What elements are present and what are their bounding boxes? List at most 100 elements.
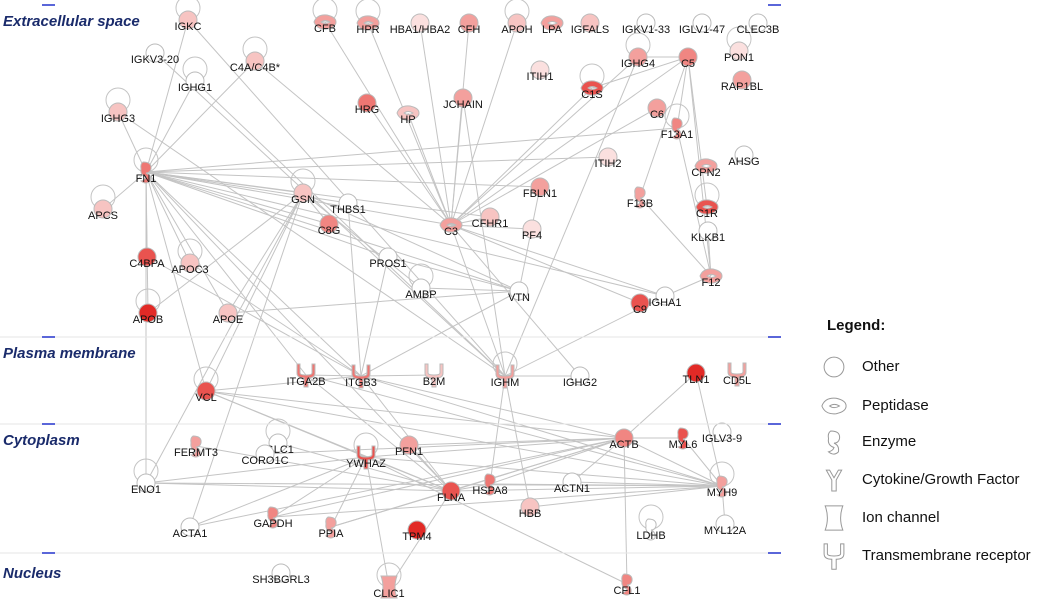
legend-item: Ion channel	[824, 505, 940, 531]
edge	[305, 374, 452, 492]
node-shape	[407, 520, 427, 540]
node-shape	[686, 363, 706, 383]
node-shape	[821, 397, 847, 415]
node: HRG	[355, 93, 379, 116]
node-label: HSPA8	[472, 485, 507, 497]
node-shape	[138, 303, 158, 323]
node-shape	[356, 15, 380, 31]
node-label: MYH9	[707, 487, 738, 499]
node: ENO1	[131, 473, 161, 496]
node-label: CLEC3B	[737, 24, 780, 36]
edge	[489, 483, 723, 487]
node-shape	[357, 93, 377, 113]
node-shape	[715, 514, 735, 534]
node-shape	[692, 13, 712, 33]
node-shape	[695, 199, 719, 215]
node: C8G	[318, 214, 340, 237]
edge	[387, 256, 520, 292]
edge	[676, 56, 689, 129]
node: KLKB1	[691, 221, 725, 244]
node: C9	[630, 293, 650, 316]
node: IGFALS	[571, 13, 610, 36]
edge	[227, 192, 304, 314]
node: C3	[439, 217, 463, 238]
node-shape	[245, 51, 265, 71]
node: APOE	[213, 303, 243, 326]
edge	[272, 485, 723, 518]
node-label: VTN	[508, 292, 530, 304]
node-label: VCL	[195, 392, 216, 404]
node-label: ACTA1	[173, 528, 208, 540]
edge	[324, 21, 452, 226]
node-shape	[732, 70, 752, 90]
edge	[687, 56, 708, 208]
edge	[117, 111, 506, 377]
node: MYH9	[707, 475, 738, 499]
edge	[145, 192, 304, 484]
edge	[450, 87, 593, 226]
node-label: GAPDH	[253, 518, 292, 530]
edge	[145, 171, 541, 188]
node: HBB	[519, 497, 541, 520]
node-shape	[453, 88, 473, 108]
node: PPIA	[318, 516, 344, 540]
node-label: F12	[702, 277, 721, 289]
node-label: ACTB	[609, 439, 638, 451]
node: IGHG1	[178, 71, 212, 94]
node: IGKC	[175, 10, 201, 33]
node-shape	[296, 363, 316, 388]
node-shape	[520, 497, 540, 517]
node-label: CFL1	[614, 585, 641, 597]
edge	[145, 171, 207, 392]
edge	[145, 80, 196, 173]
node-label: HRG	[355, 104, 379, 116]
node-shape	[266, 506, 279, 529]
node: TLN1	[683, 363, 710, 386]
legend-title: Legend:	[827, 317, 885, 334]
node-shape	[439, 217, 463, 233]
node: FLNA	[437, 481, 466, 504]
node-shape	[180, 253, 200, 273]
node-label: APOH	[501, 24, 532, 36]
node-shape	[180, 517, 200, 537]
edge	[189, 437, 625, 528]
edge	[366, 102, 452, 226]
node-shape	[620, 573, 633, 596]
node: TPM4	[402, 520, 432, 543]
edge	[623, 372, 697, 439]
node: IGHM	[491, 364, 519, 389]
node-shape	[410, 13, 430, 33]
self-loop	[694, 182, 720, 208]
edge	[145, 171, 362, 377]
node: PON1	[724, 41, 754, 64]
edge	[365, 456, 390, 588]
node: C1R	[695, 199, 719, 220]
node-label: LDHB	[636, 530, 665, 542]
node-label: AHSG	[728, 156, 759, 168]
node-label: ITIH1	[527, 71, 554, 83]
node: ITIH1	[527, 60, 554, 83]
node-shape	[729, 41, 749, 61]
node-shape	[399, 435, 419, 455]
legend-label: Peptidase	[862, 397, 929, 414]
node-shape	[137, 247, 157, 267]
edge	[529, 485, 723, 508]
node: SH3BGRL3	[252, 563, 310, 586]
node-label: C4A/C4B*	[230, 62, 281, 74]
node-label: CFHR1	[472, 218, 509, 230]
section-label: Cytoplasm	[3, 432, 80, 449]
node-shape	[628, 47, 648, 67]
edge	[571, 481, 723, 487]
node-label: TLN1	[683, 374, 710, 386]
node: CLIC1	[373, 575, 405, 600]
node-label: PPIA	[318, 528, 344, 540]
node-shape	[185, 71, 205, 91]
legend-label: Other	[862, 358, 900, 375]
node: PROS1	[369, 247, 407, 270]
node-label: IGFALS	[571, 24, 610, 36]
node: CFHR1	[472, 207, 509, 230]
edge	[145, 171, 307, 376]
edge	[205, 390, 625, 439]
node: VCL	[195, 381, 217, 404]
edge	[489, 437, 625, 485]
